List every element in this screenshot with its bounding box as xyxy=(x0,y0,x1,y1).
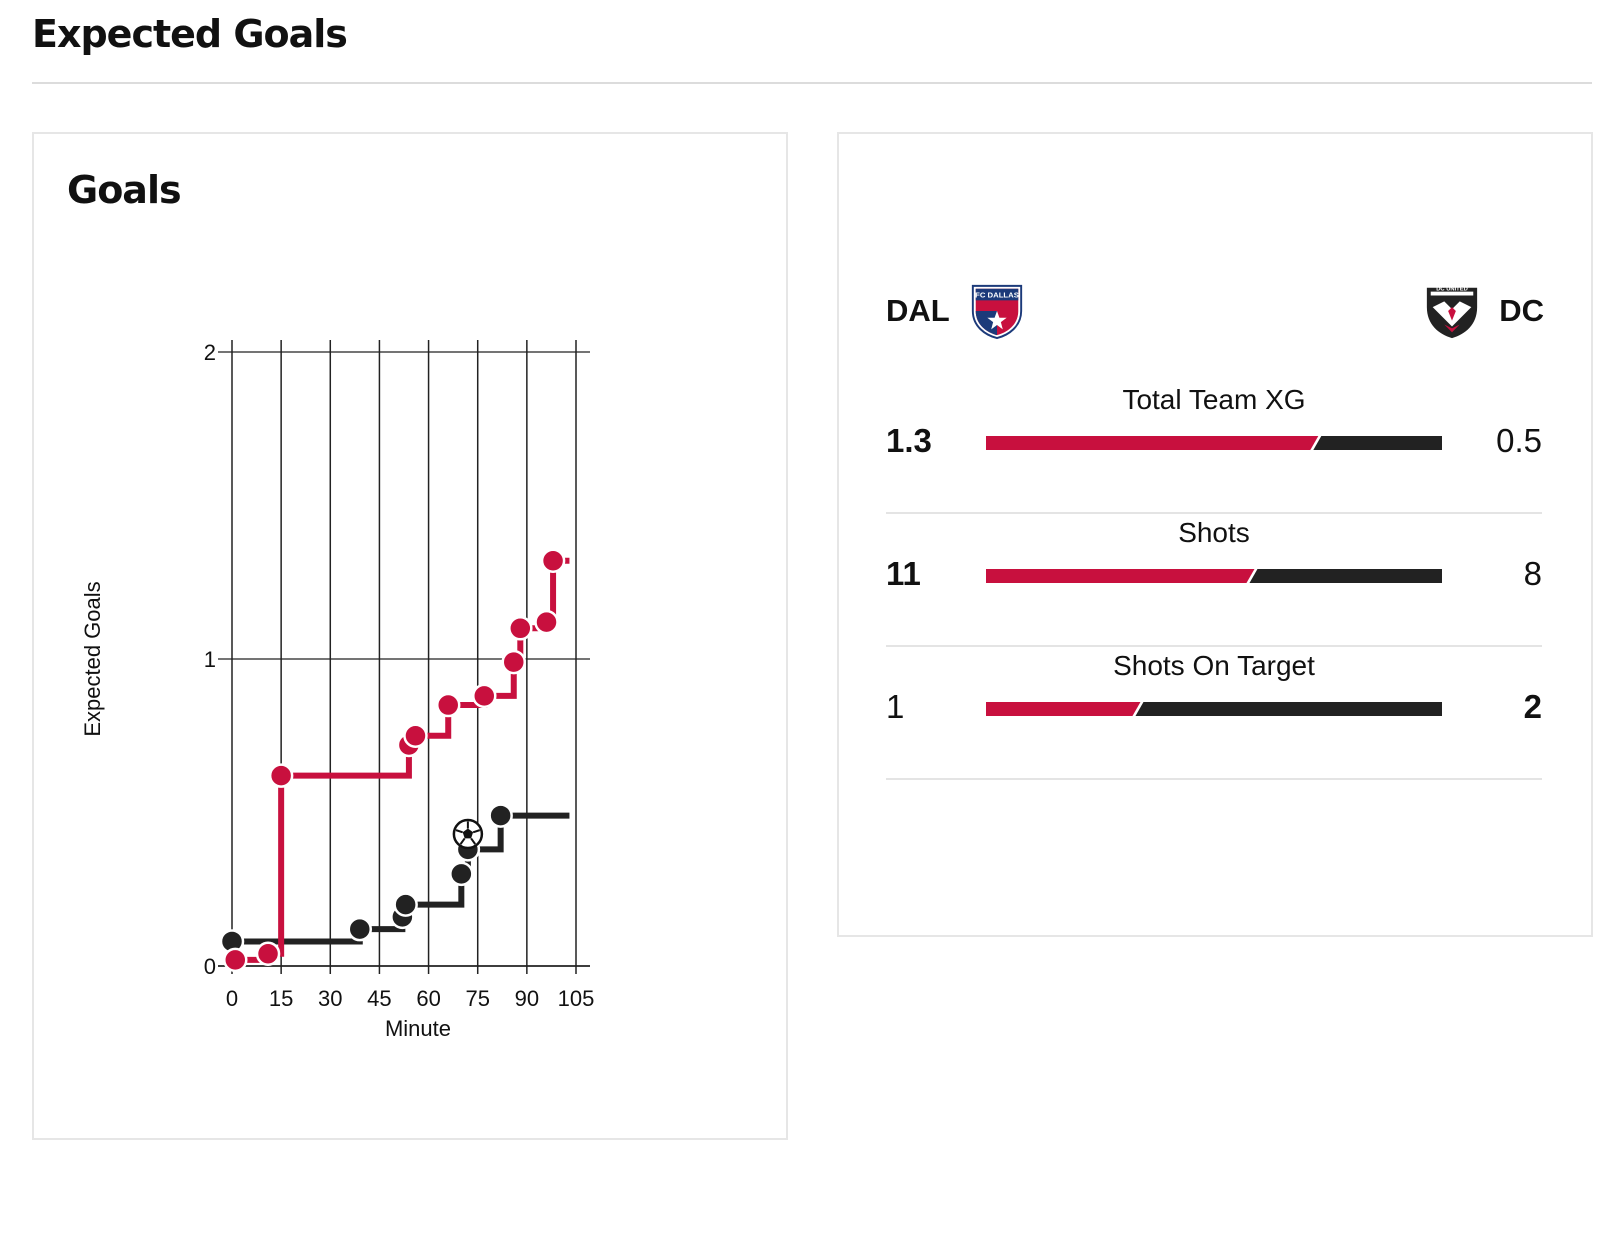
away-team: DC UNITED DC xyxy=(1423,282,1544,340)
home-shot-point xyxy=(501,649,527,675)
x-tick-label: 30 xyxy=(318,986,342,1011)
home-stat-value: 11 xyxy=(886,555,921,592)
xg-step-chart: 0 1 2 0 15 30 45 60 75 90 105 Minute Expected Goals xyxy=(80,340,595,1041)
away-stat-value: 0.5 xyxy=(1496,422,1542,459)
goals-chart-card: Goals 0 1 2 0 15 30 45 60 75 90 105 Minute Expected … xyxy=(32,132,788,1140)
chart-title: Goals xyxy=(67,168,182,212)
away-stat-value: 2 xyxy=(1523,688,1542,725)
away-stat-bar xyxy=(1313,436,1442,450)
home-shot-point xyxy=(268,763,294,788)
stat-label: Shots On Target xyxy=(1113,650,1315,681)
x-tick-label: 90 xyxy=(515,986,539,1011)
home-shot-point xyxy=(508,616,533,641)
x-tick-label: 0 xyxy=(226,986,238,1011)
x-tick-label: 105 xyxy=(558,986,595,1011)
team-stats-card: DAL FC DALLAS DC UNITED DC Total Team XG… xyxy=(837,132,1593,937)
svg-text:DC UNITED: DC UNITED xyxy=(1436,287,1468,293)
stat-bar xyxy=(986,569,1442,583)
home-stat-bar xyxy=(986,702,1141,716)
soccer-ball-icon xyxy=(452,818,484,850)
away-shot-point xyxy=(393,892,418,917)
stat-bar xyxy=(986,702,1442,716)
home-shot-point xyxy=(435,692,461,718)
y-axis-label: Expected Goals xyxy=(80,581,105,736)
x-tick-label: 75 xyxy=(465,986,489,1011)
dc-united-crest-icon: DC UNITED xyxy=(1427,287,1478,339)
fc-dallas-crest-icon: FC DALLAS xyxy=(971,284,1022,340)
stat-bar xyxy=(986,436,1442,450)
away-stat-value: 8 xyxy=(1523,555,1542,592)
away-shot-point xyxy=(488,803,513,828)
away-stat-bar xyxy=(1249,569,1442,583)
home-shot-point xyxy=(540,548,566,574)
svg-text:FC DALLAS: FC DALLAS xyxy=(975,290,1019,299)
stat-label: Shots xyxy=(1178,517,1250,548)
away-team-abbr: DC xyxy=(1499,293,1544,328)
x-tick-label: 45 xyxy=(367,986,391,1011)
title-divider xyxy=(32,82,1592,84)
x-tick-label: 15 xyxy=(269,986,293,1011)
away-stat-bar xyxy=(1135,702,1442,716)
home-team-abbr: DAL xyxy=(886,293,950,328)
home-shot-point xyxy=(472,683,497,709)
home-shot-point xyxy=(534,609,559,635)
stat-row-shots: Shots 11 8 xyxy=(886,517,1542,647)
home-stat-bar xyxy=(986,436,1319,450)
y-tick-label: 0 xyxy=(204,954,216,979)
home-stat-value: 1.3 xyxy=(886,422,932,459)
away-shot-point xyxy=(449,861,474,887)
home-stat-bar xyxy=(986,569,1255,583)
away-shot-point xyxy=(347,916,373,942)
home-shot-point xyxy=(403,723,428,748)
stat-label: Total Team XG xyxy=(1122,384,1306,415)
stat-row-total-xg: Total Team XG 1.3 0.5 xyxy=(886,384,1542,514)
page-title: Expected Goals xyxy=(32,12,348,56)
y-tick-label: 1 xyxy=(204,647,216,672)
home-stat-value: 1 xyxy=(886,688,905,725)
home-team: DAL FC DALLAS xyxy=(886,282,1026,340)
stat-row-shots-on-target: Shots On Target 1 2 xyxy=(886,650,1542,780)
y-tick-label: 2 xyxy=(204,340,216,365)
x-tick-label: 60 xyxy=(416,986,440,1011)
home-shot-point xyxy=(223,947,248,973)
home-shot-point xyxy=(255,941,281,966)
x-axis-label: Minute xyxy=(385,1016,451,1041)
